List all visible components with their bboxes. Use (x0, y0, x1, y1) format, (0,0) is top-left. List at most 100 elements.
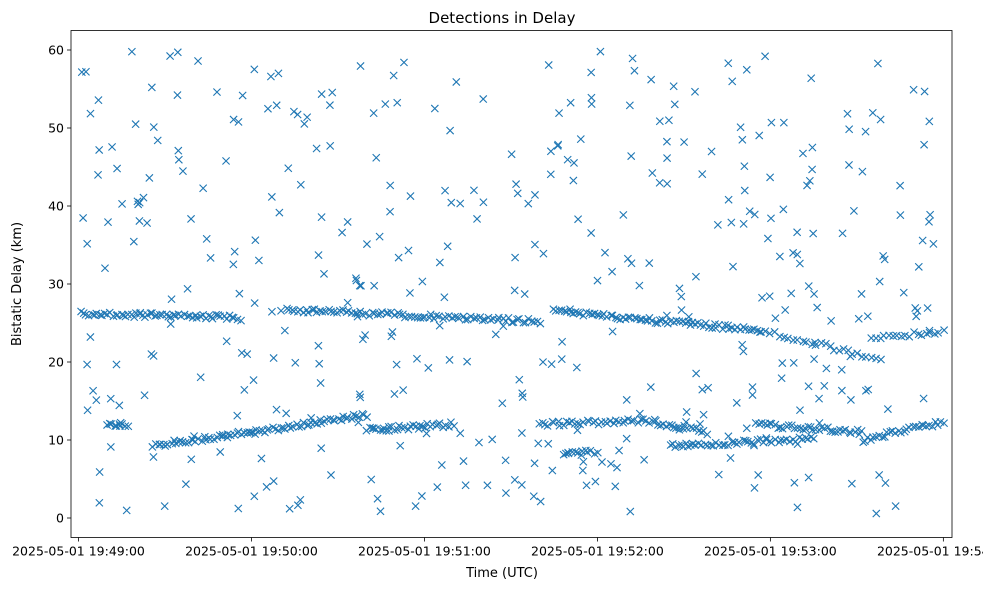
detection-point (831, 428, 840, 437)
detection-point (563, 155, 572, 164)
detection-point (765, 419, 774, 428)
detection-point (140, 391, 149, 400)
detection-point (494, 316, 503, 325)
detection-point (738, 135, 747, 144)
detection-point (766, 214, 775, 223)
detection-point (267, 307, 276, 316)
detection-point (810, 338, 819, 347)
detection-point (512, 180, 521, 189)
detection-point (419, 313, 428, 322)
detection-point (703, 430, 712, 439)
detection-point (750, 483, 759, 492)
detection-point (864, 385, 873, 394)
detection-point (222, 337, 231, 346)
detection-point (861, 127, 870, 136)
detection-point (530, 317, 539, 326)
detection-point (571, 308, 580, 317)
detection-point (299, 418, 308, 427)
detection-point (734, 438, 743, 447)
detection-point (317, 444, 326, 453)
detection-point (327, 307, 336, 316)
detection-point (94, 96, 103, 105)
detection-point (81, 310, 90, 319)
detection-point (250, 299, 259, 308)
detection-point (338, 228, 347, 237)
detection-point (627, 259, 636, 268)
detection-point (845, 160, 853, 169)
detection-point (395, 310, 404, 319)
detection-point (619, 210, 628, 219)
y-tick-label: 20 (48, 355, 64, 370)
detection-point (361, 331, 370, 340)
detection-point (627, 152, 636, 161)
detection-point (95, 145, 104, 154)
detection-point (133, 197, 142, 206)
detection-point (373, 310, 382, 319)
detection-point (116, 418, 125, 427)
detection-point (720, 440, 729, 449)
x-axis: 2025-05-01 19:49:00 2025-05-01 19:50:00 20… (12, 537, 983, 559)
detection-point (139, 193, 148, 202)
detection-point (691, 87, 699, 96)
detection-point (443, 242, 452, 251)
detection-point (330, 416, 339, 425)
detection-point (329, 308, 338, 317)
detection-point (839, 344, 848, 353)
detection-point (519, 318, 528, 327)
detection-point (510, 475, 519, 484)
detection-point (835, 346, 844, 355)
detection-point (480, 315, 489, 324)
detection-point (389, 71, 398, 80)
detection-point (539, 358, 547, 367)
detection-point (529, 492, 538, 501)
detection-point (307, 413, 316, 422)
detection-point (317, 90, 326, 99)
detection-point (815, 394, 824, 403)
detection-point (156, 440, 165, 449)
detection-point (761, 327, 770, 336)
detection-point (369, 109, 378, 118)
detection-point (369, 424, 378, 433)
detection-point (699, 410, 708, 419)
detection-point (873, 59, 882, 68)
detection-point (566, 98, 575, 107)
detection-point (240, 385, 249, 394)
detection-point (147, 350, 156, 359)
detection-point (334, 415, 343, 424)
detection-point (920, 140, 929, 149)
detection-point (432, 311, 441, 320)
detection-point (766, 173, 775, 182)
detection-point (765, 292, 774, 301)
detection-point (284, 164, 293, 173)
detection-point (799, 425, 808, 434)
detection-point (416, 421, 424, 430)
detection-point (118, 199, 127, 208)
detection-point (375, 232, 384, 241)
detection-point (739, 347, 748, 356)
detection-point (810, 355, 819, 364)
detection-point (787, 289, 796, 298)
detection-point (266, 72, 275, 81)
detection-point (435, 321, 444, 330)
detection-point (778, 359, 787, 368)
detection-point (619, 418, 628, 427)
x-tick-label: 2025-05-01 19:52:00 (531, 544, 664, 559)
detection-point (499, 322, 508, 331)
detection-point (479, 198, 488, 207)
detection-point (131, 120, 140, 129)
detection-point (479, 95, 488, 104)
detection-point (215, 431, 224, 440)
detection-point (434, 312, 443, 321)
detection-point (704, 323, 713, 332)
detection-point (753, 435, 762, 444)
detection-point (826, 342, 835, 351)
detection-point (918, 236, 927, 245)
detection-point (708, 323, 717, 332)
detection-point (578, 447, 587, 456)
y-tick-label: 60 (48, 43, 64, 58)
detection-point (886, 427, 895, 436)
detection-point (262, 482, 271, 491)
detection-point (803, 181, 812, 190)
detection-point (373, 494, 382, 503)
